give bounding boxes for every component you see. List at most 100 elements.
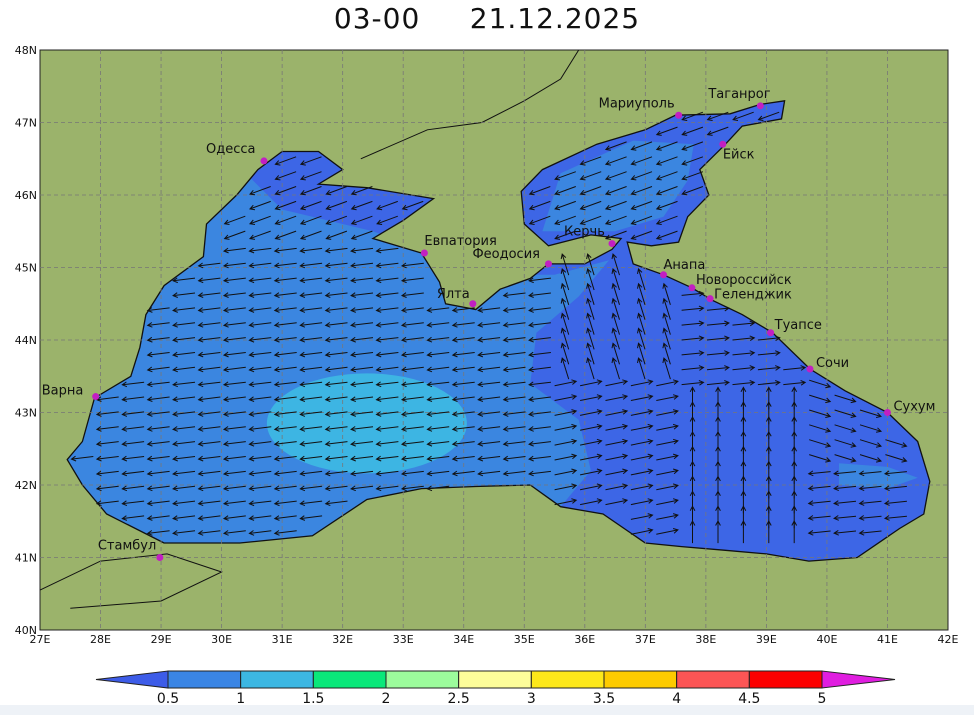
wave-arrow	[172, 307, 196, 313]
city-label: Геленджик	[714, 288, 792, 303]
wave-arrow	[197, 530, 221, 536]
wave-arrow	[630, 528, 654, 535]
wave-arrow	[656, 528, 679, 535]
wave-arrow	[580, 394, 603, 401]
lon-tick-label: 41E	[877, 633, 898, 646]
wave-arrow	[273, 411, 297, 417]
city-label: Сочи	[816, 356, 849, 371]
lon-tick-label: 42E	[938, 633, 959, 646]
wave-arrow	[400, 470, 424, 477]
wave-arrow	[299, 186, 322, 196]
wave-arrow	[451, 322, 475, 328]
wave-arrow	[656, 379, 679, 387]
wave-arrow	[426, 440, 450, 447]
wave-arrow	[740, 386, 747, 410]
wave-arrow	[604, 215, 627, 225]
wave-arrow	[451, 426, 475, 432]
wave-arrow	[299, 500, 323, 507]
legend-swatch	[676, 670, 750, 689]
wave-arrow	[656, 438, 679, 446]
wave-arrow	[681, 350, 705, 356]
wave-arrow	[248, 470, 272, 477]
wave-arrow	[579, 498, 603, 506]
legend-label: 2.5	[448, 691, 470, 705]
wave-arrow	[554, 215, 576, 225]
wave-arrow	[299, 171, 322, 181]
wave-arrow	[662, 327, 671, 350]
wave-arrow	[324, 455, 348, 462]
wave-arrow	[611, 312, 620, 335]
legend-swatch	[748, 670, 823, 689]
wave-arrow	[681, 111, 704, 121]
city-label: Сухум	[893, 400, 935, 415]
wave-arrow	[655, 200, 678, 211]
wave-arrow	[197, 485, 221, 492]
wave-arrow	[451, 470, 475, 477]
wave-arrow	[95, 411, 119, 417]
wave-arrow	[706, 111, 729, 121]
legend-high-arrow	[821, 670, 896, 689]
wave-arrow	[502, 381, 526, 388]
city-label: Ейск	[723, 147, 755, 162]
wave-arrow	[630, 453, 654, 461]
wave-arrow	[426, 322, 450, 328]
wave-arrow	[528, 277, 551, 284]
wave-arrow	[172, 396, 196, 402]
wave-arrow	[325, 200, 348, 211]
wave-arrow	[528, 426, 551, 432]
wave-arrow	[579, 453, 603, 461]
wave-arrow	[248, 322, 272, 328]
city-label: Феодосия	[472, 247, 540, 262]
wave-arrow	[554, 438, 578, 446]
wave-arrow	[172, 515, 196, 521]
wave-arrow	[350, 277, 374, 284]
wave-arrow	[401, 200, 424, 211]
wave-arrow	[783, 365, 807, 371]
wave-arrow	[325, 230, 348, 240]
footer-strip	[0, 705, 974, 715]
wave-arrow	[809, 394, 832, 404]
wave-arrow	[299, 470, 323, 477]
legend-swatch	[240, 670, 314, 689]
wave-arrow	[274, 171, 297, 181]
wave-arrow	[222, 396, 246, 402]
wave-arrow	[248, 262, 272, 269]
city-marker	[767, 329, 775, 337]
city-label: Анапа	[663, 258, 705, 273]
wave-arrow	[375, 307, 399, 313]
wave-arrow	[248, 500, 272, 507]
wave-arrow	[375, 351, 399, 358]
wave-arrow	[324, 366, 348, 373]
wave-arrow	[375, 322, 399, 328]
wave-arrow	[732, 350, 756, 356]
city-marker	[883, 409, 891, 416]
wave-arrow	[197, 351, 221, 358]
wave-arrow	[172, 440, 196, 447]
wave-arrow	[222, 381, 246, 388]
wave-arrow	[655, 215, 678, 225]
wave-arrow	[273, 277, 297, 284]
wave-arrow	[121, 381, 145, 388]
wave-arrow	[273, 292, 297, 298]
wave-arrow	[611, 253, 620, 276]
legend-label: 3.5	[593, 691, 615, 705]
wave-arrow	[477, 322, 501, 328]
wave-arrow	[528, 470, 551, 477]
wave-arrow	[502, 307, 526, 313]
wave-arrow	[350, 292, 374, 298]
wave-arrow	[477, 396, 501, 402]
wave-arrow	[834, 454, 857, 463]
wave-arrow	[248, 277, 272, 284]
wave-arrow	[274, 230, 297, 240]
wave-arrow	[222, 470, 246, 477]
wave-arrow	[172, 500, 196, 507]
wave-arrow	[222, 426, 246, 432]
wave-arrow	[579, 200, 602, 211]
wave-arrow	[630, 215, 653, 225]
wave-arrow	[426, 396, 450, 402]
wave-arrow	[400, 440, 424, 447]
wave-arrow	[604, 186, 627, 196]
wave-arrow	[528, 200, 551, 211]
wave-arrow	[172, 292, 196, 298]
map-title: 03-00 21.12.2025	[333, 2, 641, 35]
